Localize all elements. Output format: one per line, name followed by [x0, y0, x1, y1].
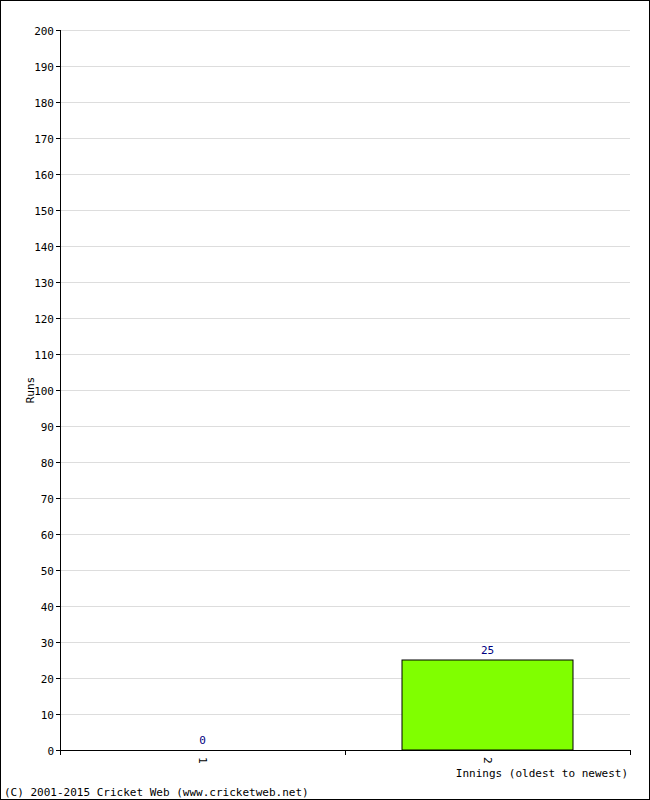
y-tick	[56, 606, 60, 607]
y-tick-label: 180	[34, 97, 54, 110]
y-tick-label: 90	[41, 421, 54, 434]
bar	[117, 750, 288, 751]
annotation: (C) 2001-2015 Cricket Web (www.cricketwe…	[4, 786, 309, 799]
data-label: 0	[199, 734, 206, 747]
y-tick-label: 170	[34, 133, 54, 146]
grid-line	[60, 282, 630, 283]
y-tick-label: 120	[34, 313, 54, 326]
frame	[1, 1, 650, 800]
grid-line	[60, 138, 630, 139]
y-tick-label: 130	[34, 277, 54, 290]
y-tick	[56, 750, 60, 751]
y-tick-label: 0	[47, 745, 54, 758]
y-tick	[56, 30, 60, 31]
y-tick	[56, 678, 60, 679]
chart-container: 0102030405060708090100110120130140150160…	[0, 0, 650, 800]
y-tick-label: 60	[41, 529, 54, 542]
y-tick-label: 70	[41, 493, 54, 506]
grid-line	[60, 498, 630, 499]
y-axis	[60, 30, 61, 750]
grid-line	[60, 318, 630, 319]
y-tick	[56, 570, 60, 571]
grid-line	[60, 570, 630, 571]
y-tick-label: 80	[41, 457, 54, 470]
x-tick	[60, 750, 61, 755]
y-tick-label: 50	[41, 565, 54, 578]
y-tick	[56, 102, 60, 103]
y-tick-label: 190	[34, 61, 54, 74]
grid-line	[60, 210, 630, 211]
y-tick	[56, 66, 60, 67]
y-tick-label: 200	[34, 25, 54, 38]
y-tick-label: 160	[34, 169, 54, 182]
grid-line	[60, 30, 630, 31]
y-tick	[56, 426, 60, 427]
x-tick-label: 2	[481, 757, 494, 764]
bars	[402, 660, 573, 750]
grid-line	[60, 390, 630, 391]
y-tick-label: 110	[34, 349, 54, 362]
x-tick-label: 1	[196, 757, 209, 764]
y-tick-label: 140	[34, 241, 54, 254]
grid-line	[60, 534, 630, 535]
grid-line	[60, 66, 630, 67]
y-tick	[56, 498, 60, 499]
y-tick	[56, 138, 60, 139]
y-tick	[56, 282, 60, 283]
y-tick	[56, 174, 60, 175]
y-tick	[56, 318, 60, 319]
grid-line	[60, 462, 630, 463]
x-axis-title: Innings (oldest to newest)	[456, 767, 628, 780]
data-label: 25	[481, 644, 494, 657]
x-tick	[630, 750, 631, 755]
grid-line	[60, 426, 630, 427]
y-tick	[56, 642, 60, 643]
bar	[402, 660, 573, 750]
y-tick	[56, 354, 60, 355]
y-tick	[56, 246, 60, 247]
y-tick	[56, 390, 60, 391]
grid-line	[60, 102, 630, 103]
y-tick	[56, 714, 60, 715]
y-tick-label: 150	[34, 205, 54, 218]
grid-line	[60, 246, 630, 247]
grid-line	[60, 642, 630, 643]
grid-line	[60, 174, 630, 175]
grid-line	[60, 606, 630, 607]
y-tick	[56, 534, 60, 535]
x-tick	[345, 750, 346, 755]
grid-line	[60, 354, 630, 355]
chart-svg: 0102030405060708090100110120130140150160…	[0, 0, 650, 800]
y-tick-label: 10	[41, 709, 54, 722]
y-tick-label: 30	[41, 637, 54, 650]
y-tick-label: 20	[41, 673, 54, 686]
y-tick-label: 40	[41, 601, 54, 614]
y-tick	[56, 210, 60, 211]
y-tick-label: 100	[34, 385, 54, 398]
y-axis-title: Runs	[24, 377, 37, 404]
y-tick	[56, 462, 60, 463]
